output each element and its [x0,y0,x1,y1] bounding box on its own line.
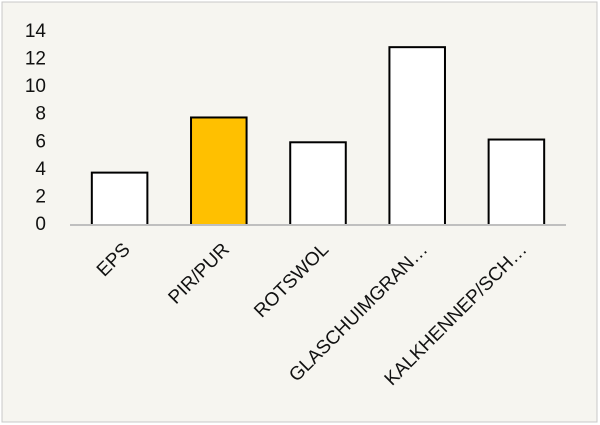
bar [90,171,149,227]
bar [289,141,347,227]
y-tick-label: 8 [35,104,46,125]
bar [388,46,446,226]
y-tick-label: 2 [35,186,46,207]
y-tick-label: 0 [35,214,46,235]
y-tick-label: 6 [35,131,46,152]
bar [190,116,248,226]
y-tick-label: 14 [25,21,47,42]
y-tick-label: 12 [25,49,46,70]
y-tick-label: 4 [35,159,46,180]
bar [487,138,546,226]
y-tick-label: 10 [25,76,46,97]
